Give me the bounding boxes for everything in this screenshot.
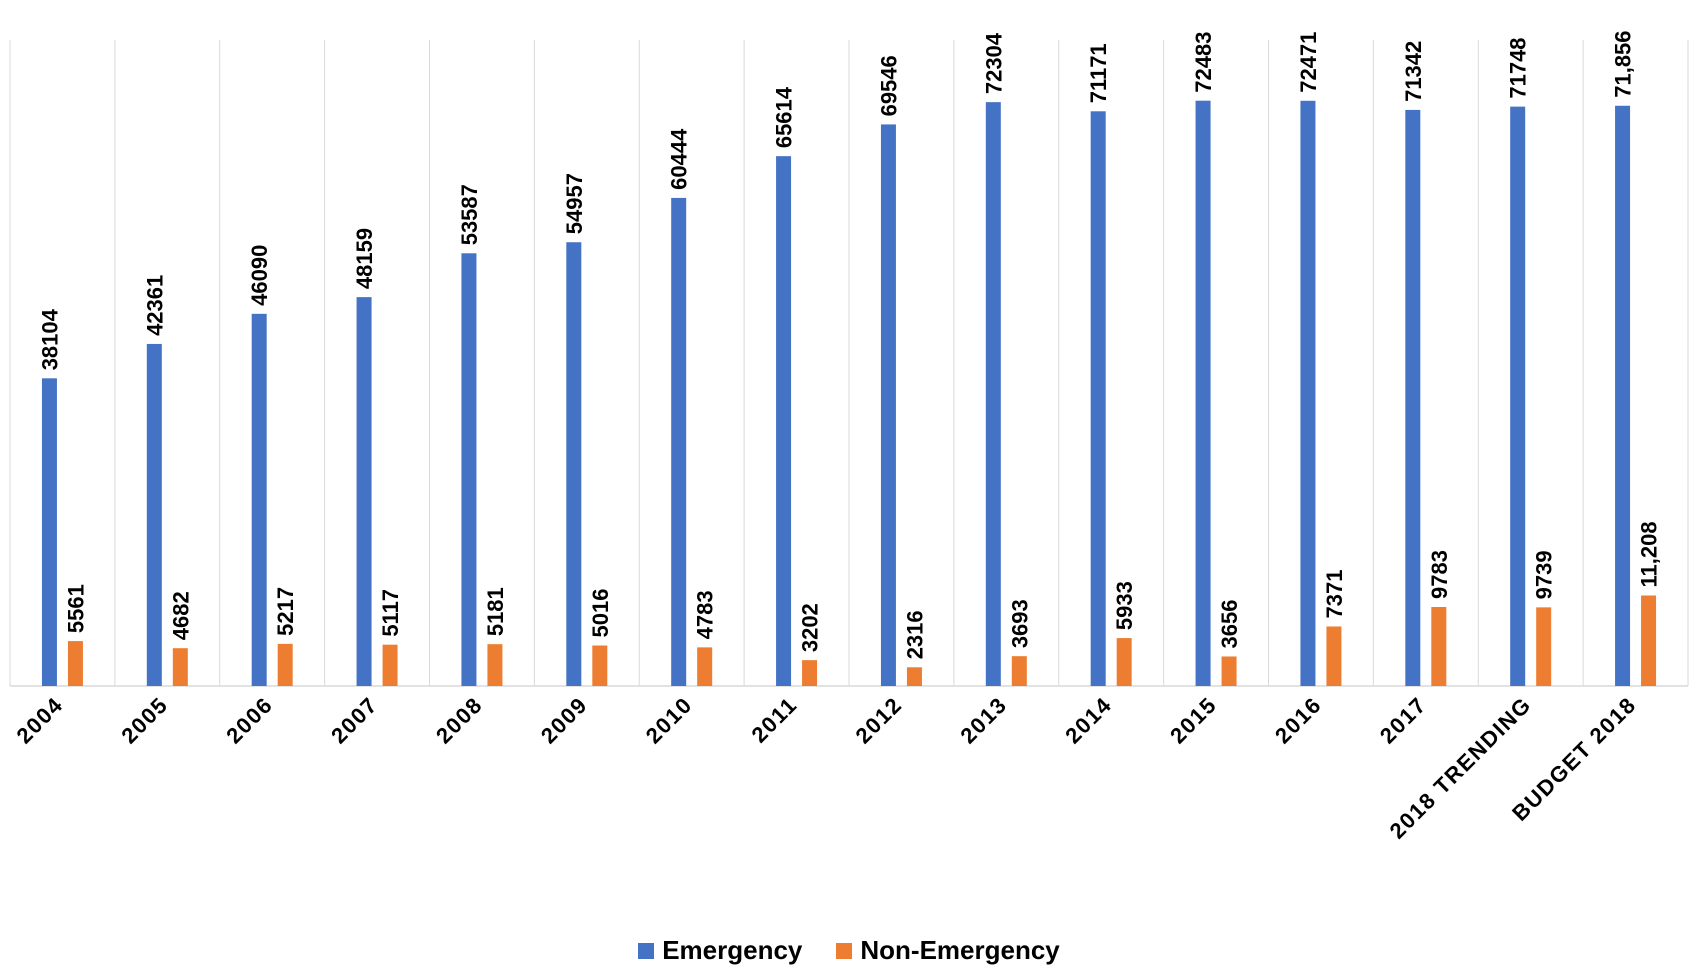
- x-tick-label-2016: 2016: [1270, 692, 1327, 749]
- data-label-emergency-2014: 71171: [1086, 43, 1111, 103]
- bar-non-emergency-2018-trending: [1536, 607, 1552, 686]
- x-tick-label-2014: 2014: [1060, 692, 1117, 749]
- x-tick-label-2013: 2013: [955, 692, 1012, 749]
- bar-emergency-2005: [146, 343, 162, 686]
- bar-emergency-2016: [1300, 100, 1316, 686]
- data-label-emergency-2016: 72471: [1296, 32, 1321, 93]
- data-label-emergency-budget-2018: 71,856: [1611, 30, 1636, 97]
- bar-non-emergency-2006: [277, 643, 293, 686]
- legend-swatch-emergency: [638, 942, 655, 959]
- x-tick-label-2017: 2017: [1375, 692, 1432, 749]
- data-label-non-emergency-2010: 4783: [693, 590, 718, 639]
- bar-emergency-2013: [985, 102, 1001, 686]
- legend-item-non-emergency: Non-Emergency: [836, 935, 1060, 966]
- data-label-non-emergency-2006: 5217: [273, 587, 298, 636]
- bar-emergency-budget-2018: [1615, 105, 1631, 686]
- bar-non-emergency-2016: [1326, 626, 1342, 686]
- bar-non-emergency-2008: [487, 644, 503, 686]
- data-label-non-emergency-2012: 2316: [902, 610, 927, 659]
- data-label-emergency-2012: 69546: [876, 55, 901, 116]
- data-label-emergency-2006: 46090: [247, 245, 272, 306]
- bar-emergency-2014: [1090, 111, 1106, 686]
- bar-emergency-2015: [1195, 100, 1211, 687]
- legend-item-emergency: Emergency: [638, 935, 802, 966]
- x-tick-label-2011: 2011: [746, 692, 802, 748]
- data-label-emergency-2013: 72304: [981, 32, 1006, 94]
- data-label-emergency-2018-trending: 71748: [1506, 37, 1531, 98]
- bar-emergency-2007: [356, 297, 372, 686]
- bar-non-emergency-2011: [802, 660, 818, 686]
- bar-non-emergency-2004: [67, 641, 83, 686]
- data-label-emergency-2008: 53587: [457, 184, 482, 245]
- data-label-non-emergency-2004: 5561: [63, 584, 88, 633]
- data-label-non-emergency-2005: 4682: [168, 591, 193, 640]
- bar-emergency-2004: [41, 378, 57, 686]
- data-label-non-emergency-2011: 3202: [798, 603, 823, 652]
- x-tick-label-2010: 2010: [641, 692, 698, 749]
- data-label-non-emergency-2017: 9783: [1427, 550, 1452, 599]
- data-label-emergency-2017: 71342: [1401, 41, 1426, 102]
- bar-emergency-2006: [251, 313, 267, 686]
- x-tick-label-2015: 2015: [1165, 692, 1222, 749]
- x-tick-label-2009: 2009: [536, 692, 593, 749]
- x-tick-label-2007: 2007: [326, 692, 383, 749]
- bar-non-emergency-2012: [906, 667, 922, 686]
- x-tick-label-2004: 2004: [11, 692, 68, 749]
- data-label-emergency-2005: 42361: [142, 275, 167, 336]
- bar-non-emergency-budget-2018: [1641, 595, 1657, 686]
- data-label-emergency-2010: 60444: [667, 128, 692, 190]
- data-label-emergency-2015: 72483: [1191, 32, 1216, 93]
- data-label-non-emergency-budget-2018: 11,208: [1637, 521, 1662, 587]
- x-tick-label-2005: 2005: [116, 692, 173, 749]
- data-label-emergency-2009: 54957: [562, 173, 587, 234]
- legend-label-emergency: Emergency: [662, 935, 803, 965]
- data-label-non-emergency-2018-trending: 9739: [1532, 550, 1557, 599]
- bar-non-emergency-2013: [1011, 656, 1027, 686]
- bar-emergency-2018-trending: [1510, 106, 1526, 687]
- bar-non-emergency-2007: [382, 644, 398, 686]
- bar-non-emergency-2005: [172, 648, 188, 686]
- data-label-emergency-2011: 65614: [772, 86, 797, 148]
- bar-emergency-2012: [880, 124, 896, 686]
- data-label-non-emergency-2014: 5933: [1112, 581, 1137, 630]
- bar-non-emergency-2014: [1116, 638, 1132, 686]
- data-label-non-emergency-2013: 3693: [1007, 599, 1032, 648]
- legend-swatch-non-emergency: [836, 942, 853, 959]
- data-label-non-emergency-2015: 3656: [1217, 600, 1242, 649]
- bar-non-emergency-2010: [697, 647, 713, 686]
- data-label-non-emergency-2016: 7371: [1322, 570, 1347, 619]
- data-label-non-emergency-2007: 5117: [378, 589, 403, 637]
- bar-emergency-2017: [1405, 109, 1421, 687]
- bar-non-emergency-2017: [1431, 607, 1447, 686]
- legend-label-non-emergency: Non-Emergency: [860, 935, 1060, 965]
- bar-non-emergency-2009: [592, 645, 608, 686]
- data-label-non-emergency-2009: 5016: [588, 589, 613, 638]
- bar-emergency-2008: [461, 253, 477, 686]
- x-tick-label-2006: 2006: [221, 692, 278, 749]
- x-tick-label-2008: 2008: [431, 692, 488, 749]
- bar-non-emergency-2015: [1221, 656, 1237, 686]
- data-label-emergency-2007: 48159: [352, 228, 377, 289]
- x-tick-label-2012: 2012: [850, 692, 907, 749]
- bar-emergency-2010: [671, 197, 687, 686]
- bar-emergency-2011: [776, 156, 792, 687]
- legend: Emergency Non-Emergency: [0, 935, 1698, 966]
- data-label-emergency-2004: 38104: [37, 308, 62, 370]
- bar-emergency-2009: [566, 242, 582, 686]
- data-label-non-emergency-2008: 5181: [483, 587, 508, 636]
